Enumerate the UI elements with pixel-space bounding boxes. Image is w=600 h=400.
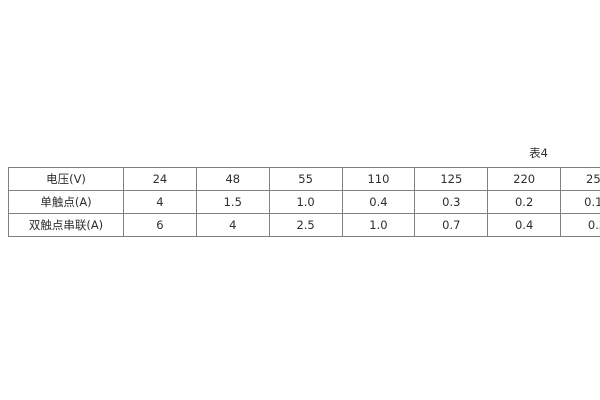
cell-voltage-7: 250 — [560, 167, 600, 191]
table-row: 电压(V) 24 48 55 110 125 220 250 — [8, 167, 600, 191]
cell-single-contact-3: 1.0 — [268, 190, 343, 214]
cell-dual-contact-1: 6 — [123, 213, 197, 237]
cell-dual-contact-5: 0.7 — [414, 213, 489, 237]
cell-voltage-4: 110 — [341, 167, 416, 191]
table-caption: 表4 — [529, 146, 548, 160]
cell-single-contact-7: 0.15 — [560, 190, 600, 214]
cell-single-contact-4: 0.4 — [341, 190, 416, 214]
cell-voltage-6: 220 — [487, 167, 562, 191]
cell-dual-contact-3: 2.5 — [268, 213, 343, 237]
cell-voltage-1: 24 — [123, 167, 197, 191]
contact-rating-table: 电压(V) 24 48 55 110 125 220 250 单触点(A) 4 … — [8, 167, 600, 237]
cell-dual-contact-7: 0.3 — [560, 213, 600, 237]
cell-single-contact-5: 0.3 — [414, 190, 489, 214]
table-row: 双触点串联(A) 6 4 2.5 1.0 0.7 0.4 0.3 — [8, 213, 600, 237]
row-label-single-contact: 单触点(A) — [8, 190, 124, 214]
cell-dual-contact-4: 1.0 — [341, 213, 416, 237]
cell-voltage-3: 55 — [268, 167, 343, 191]
cell-single-contact-2: 1.5 — [195, 190, 270, 214]
cell-dual-contact-2: 4 — [195, 213, 270, 237]
cell-dual-contact-6: 0.4 — [487, 213, 562, 237]
cell-voltage-2: 48 — [195, 167, 270, 191]
table-row: 单触点(A) 4 1.5 1.0 0.4 0.3 0.2 0.15 — [8, 190, 600, 214]
row-label-dual-contact-series: 双触点串联(A) — [8, 213, 124, 237]
cell-single-contact-6: 0.2 — [487, 190, 562, 214]
spec-table-container: 电压(V) 24 48 55 110 125 220 250 单触点(A) 4 … — [8, 167, 600, 237]
cell-single-contact-1: 4 — [123, 190, 197, 214]
row-label-voltage: 电压(V) — [8, 167, 124, 191]
cell-voltage-5: 125 — [414, 167, 489, 191]
